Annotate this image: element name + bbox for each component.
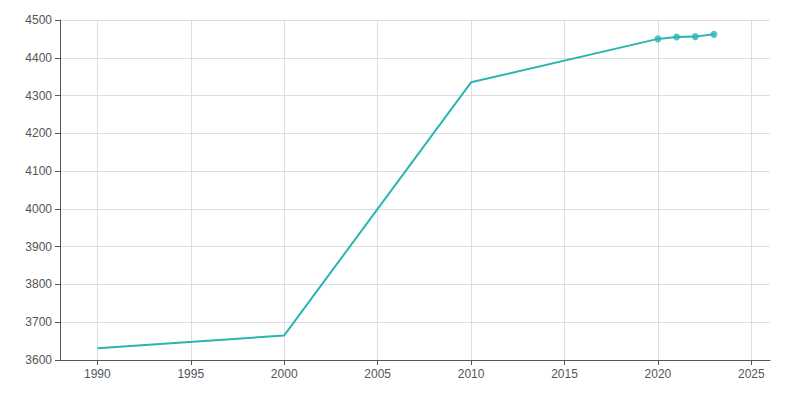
svg-text:2000: 2000 <box>271 367 298 381</box>
svg-text:3600: 3600 <box>25 353 52 367</box>
svg-text:4000: 4000 <box>25 202 52 216</box>
svg-text:4500: 4500 <box>25 13 52 27</box>
svg-text:4100: 4100 <box>25 164 52 178</box>
svg-text:1995: 1995 <box>177 367 204 381</box>
svg-text:4300: 4300 <box>25 89 52 103</box>
svg-text:4400: 4400 <box>25 51 52 65</box>
svg-text:3900: 3900 <box>25 240 52 254</box>
svg-text:4200: 4200 <box>25 126 52 140</box>
svg-text:2005: 2005 <box>364 367 391 381</box>
svg-text:3700: 3700 <box>25 315 52 329</box>
svg-text:2020: 2020 <box>645 367 672 381</box>
svg-text:2010: 2010 <box>458 367 485 381</box>
svg-text:1990: 1990 <box>84 367 111 381</box>
svg-text:2025: 2025 <box>738 367 765 381</box>
svg-text:2015: 2015 <box>551 367 578 381</box>
svg-text:3800: 3800 <box>25 277 52 291</box>
